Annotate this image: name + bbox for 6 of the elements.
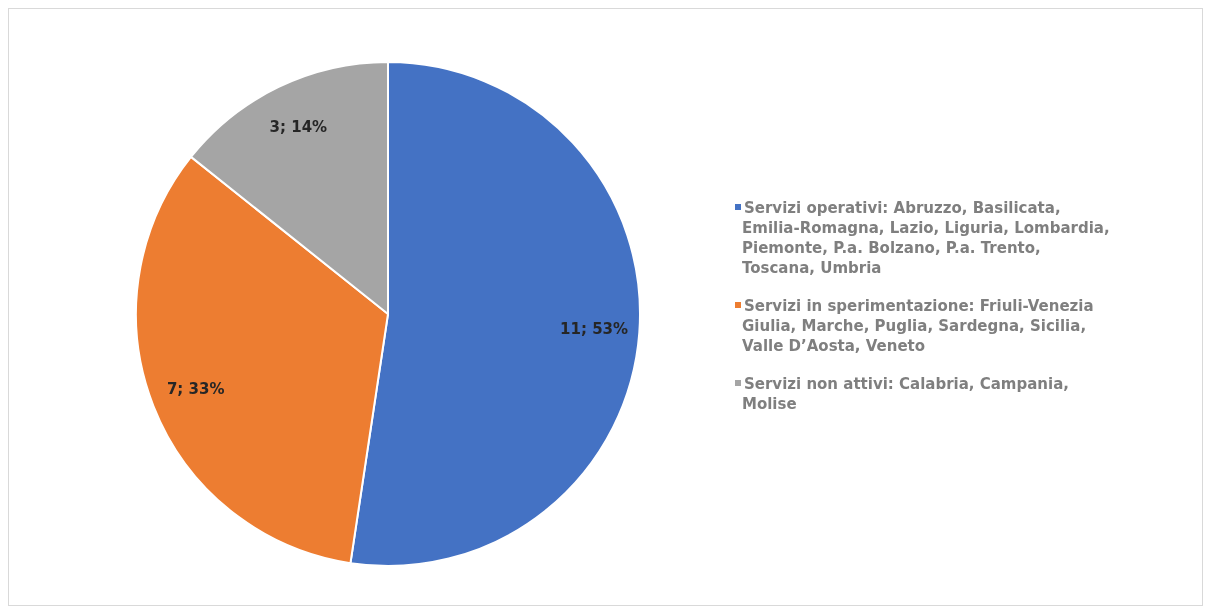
data-label: 11; 53% <box>560 319 629 338</box>
legend-label: Servizi non attivi: Calabria, Campania, Molise <box>742 375 1069 413</box>
data-label: 3; 14% <box>269 118 328 137</box>
data-label: 7; 33% <box>166 379 225 398</box>
legend-label: Servizi in sperimentazione: Friuli-Venezia Giulia, Marche, Puglia, Sardegna, Sicilia, Valle D’Aosta, Veneto <box>742 297 1094 355</box>
legend-label: Servizi operativi: Abruzzo, Basilicata, Emilia-Romagna, Lazio, Liguria, Lombardia, Piemonte, P.a. Bolzano, P.a. Trento, Toscana, Umbria <box>742 199 1110 277</box>
